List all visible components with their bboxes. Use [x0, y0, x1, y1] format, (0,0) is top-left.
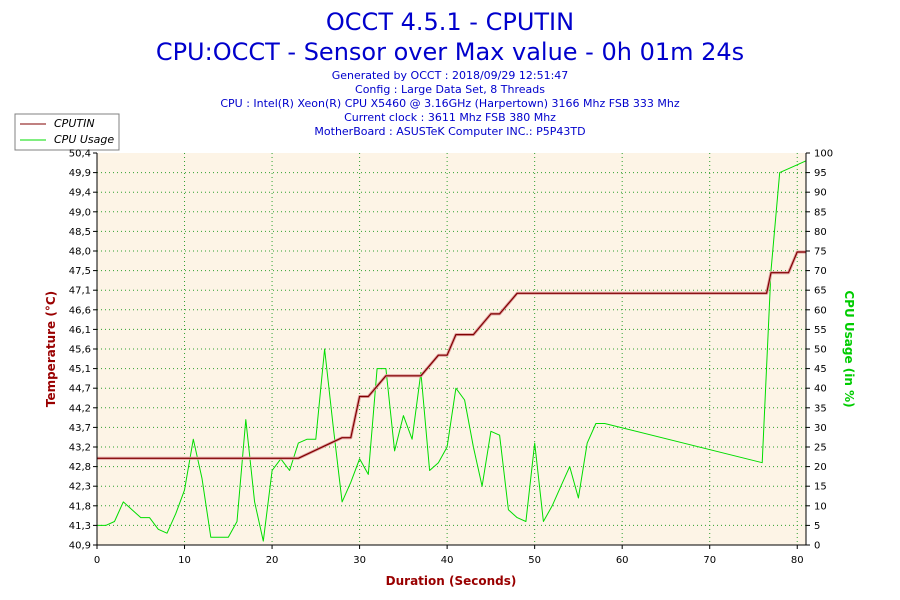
info-clock: Current clock : 3611 Mhz FSB 380 Mhz	[344, 111, 556, 124]
y-tick-label: 47,1	[69, 286, 91, 297]
y2-tick-label: 10	[814, 501, 827, 512]
series-line-cpu-usage	[97, 160, 807, 542]
legend-box	[14, 113, 120, 151]
grid	[97, 153, 806, 545]
x-tick-label: 50	[528, 555, 541, 566]
y-tick-label: 49,4	[69, 188, 91, 199]
x-tick-label: 0	[94, 555, 100, 566]
legend-label-cpu-usage: CPU Usage	[54, 133, 114, 146]
x-tick-label: 30	[353, 555, 366, 566]
y2-tick-label: 45	[814, 364, 827, 375]
y-tick-label: 49,0	[69, 207, 91, 218]
y2-tick-label: 85	[814, 207, 827, 218]
x-tick-label: 60	[616, 555, 629, 566]
y2-tick-label: 30	[814, 423, 827, 434]
legend: CPUTIN CPU Usage	[14, 113, 120, 151]
x-tick-label: 20	[266, 555, 279, 566]
plot-area	[97, 153, 806, 545]
y2-tick-label: 35	[814, 403, 827, 414]
x-tick-label: 70	[703, 555, 716, 566]
y2-axis-title: CPU Usage (in %)	[842, 290, 856, 407]
y-tick-label: 40,9	[69, 541, 91, 552]
y-tick-label: 43,2	[69, 443, 91, 454]
y2-tick-label: 70	[814, 266, 827, 277]
y-tick-label: 47,5	[69, 266, 91, 277]
y-tick-label: 44,2	[69, 403, 91, 414]
y2-tick-label: 20	[814, 462, 827, 473]
y-tick-label: 44,7	[69, 384, 91, 395]
y-tick-label: 48,0	[69, 247, 91, 258]
chart-subtitle: CPU:OCCT - Sensor over Max value - 0h 01…	[156, 38, 744, 66]
x-tick-label: 80	[791, 555, 804, 566]
y-tick-label: 42,8	[69, 462, 91, 473]
y2-tick-label: 5	[814, 521, 820, 532]
y2-tick-label: 90	[814, 188, 827, 199]
y2-tick-label: 60	[814, 305, 827, 316]
y-tick-label: 46,1	[69, 325, 91, 336]
y-axis-title: Temperature (°C)	[44, 291, 58, 407]
y-tick-label: 46,6	[69, 305, 91, 316]
legend-label-cputin: CPUTIN	[54, 117, 95, 130]
x-tick-label: 10	[178, 555, 191, 566]
y2-tick-label: 75	[814, 247, 827, 258]
y2-tick-label: 50	[814, 345, 827, 356]
info-motherboard: MotherBoard : ASUSTeK Computer INC.: P5P…	[314, 125, 585, 138]
y-tick-label: 45,6	[69, 345, 91, 356]
y-tick-label: 43,7	[69, 423, 91, 434]
y2-tick-label: 40	[814, 384, 827, 395]
info-cpu: CPU : Intel(R) Xeon(R) CPU X5460 @ 3.16G…	[220, 97, 680, 110]
y2-tick-label: 25	[814, 443, 827, 454]
y2-tick-label: 100	[814, 149, 833, 160]
series-line-cputin	[97, 251, 806, 459]
info-generated: Generated by OCCT : 2018/09/29 12:51:47	[332, 69, 569, 82]
y2-tick-label: 95	[814, 168, 827, 179]
y-tick-label: 49,9	[69, 168, 91, 179]
y2-tick-label: 80	[814, 227, 827, 238]
y2-tick-label: 65	[814, 286, 827, 297]
y-tick-label: 41,8	[69, 501, 91, 512]
x-tick-label: 40	[441, 555, 454, 566]
y-tick-label: 50,4	[69, 149, 91, 160]
series-layer	[97, 160, 807, 542]
x-axis-title: Duration (Seconds)	[386, 574, 517, 588]
y2-tick-label: 15	[814, 482, 827, 493]
y-tick-label: 42,3	[69, 482, 91, 493]
y-tick-label: 48,5	[69, 227, 91, 238]
y2-tick-label: 0	[814, 541, 820, 552]
info-config: Config : Large Data Set, 8 Threads	[355, 83, 545, 96]
y-tick-label: 45,1	[69, 364, 91, 375]
y2-tick-label: 55	[814, 325, 827, 336]
chart-title: OCCT 4.5.1 - CPUTIN	[326, 8, 574, 36]
y-tick-label: 41,3	[69, 521, 91, 532]
